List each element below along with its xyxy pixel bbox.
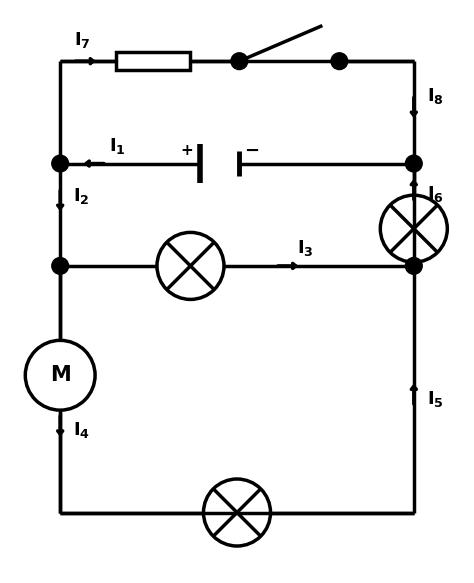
Text: $\mathbf{I_1}$: $\mathbf{I_1}$: [109, 136, 126, 156]
Circle shape: [52, 258, 69, 274]
Circle shape: [25, 340, 95, 410]
Text: $\mathbf{I_6}$: $\mathbf{I_6}$: [427, 184, 444, 204]
Circle shape: [231, 53, 248, 69]
Text: $\mathbf{I_4}$: $\mathbf{I_4}$: [73, 420, 90, 440]
Text: $\mathbf{I_7}$: $\mathbf{I_7}$: [74, 30, 91, 50]
Text: $\mathbf{I_5}$: $\mathbf{I_5}$: [427, 388, 444, 409]
Circle shape: [52, 155, 69, 172]
Circle shape: [331, 53, 348, 69]
Text: −: −: [244, 142, 259, 160]
Text: $\mathbf{I_8}$: $\mathbf{I_8}$: [427, 86, 444, 106]
Bar: [116, 52, 191, 70]
Text: $\mathbf{I_3}$: $\mathbf{I_3}$: [297, 238, 313, 258]
Text: M: M: [50, 366, 71, 385]
Text: $\mathbf{I_2}$: $\mathbf{I_2}$: [73, 186, 90, 206]
Circle shape: [405, 155, 422, 172]
Circle shape: [405, 258, 422, 274]
Text: +: +: [181, 143, 193, 158]
